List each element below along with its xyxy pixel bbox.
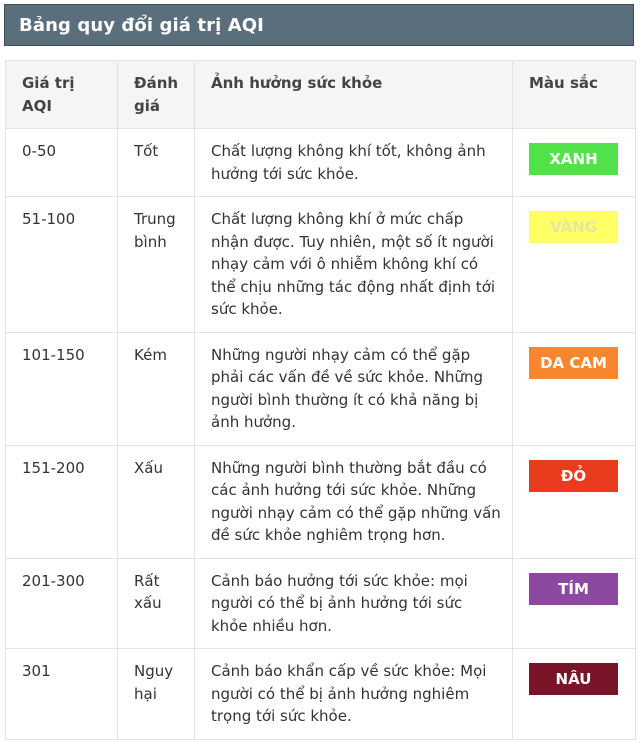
color-badge: ĐỎ — [529, 459, 618, 492]
table-row: 151-200 Xấu Những người bình thường bắt … — [5, 444, 636, 559]
color-cell: ĐỎ — [512, 444, 636, 559]
health-effect: Những người nhạy cảm có thể gặp phải các… — [194, 331, 513, 446]
table-row: 101-150 Kém Những người nhạy cảm có thể … — [5, 331, 636, 446]
health-effect: Chất lượng không khí ở mức chấp nhận đượ… — [194, 196, 513, 333]
header-rating: Đánh giá — [117, 60, 195, 129]
color-badge: NÂU — [529, 663, 618, 695]
table-header-row: Giá trị AQI Đánh giá Ảnh hưởng sức khỏe … — [5, 60, 636, 129]
color-cell: VÀNG — [512, 196, 636, 333]
table-row: 201-300 Rất xấu Cảnh báo hưởng tới sức k… — [5, 557, 636, 649]
aqi-range: 151-200 — [5, 444, 118, 559]
aqi-rating: Trung bình — [117, 196, 195, 333]
page-title: Bảng quy đổi giá trị AQI — [19, 14, 264, 36]
aqi-table: Giá trị AQI Đánh giá Ảnh hưởng sức khỏe … — [5, 60, 636, 740]
aqi-range: 201-300 — [5, 557, 118, 649]
color-badge: VÀNG — [529, 211, 618, 243]
aqi-rating: Rất xấu — [117, 557, 195, 649]
aqi-rating: Nguy hại — [117, 648, 195, 740]
health-effect: Chất lượng không khí tốt, không ảnh hưởn… — [194, 128, 513, 197]
color-cell: XANH — [512, 128, 636, 197]
color-cell: DA CAM — [512, 331, 636, 446]
aqi-range: 51-100 — [5, 196, 118, 333]
table-row: 0-50 Tốt Chất lượng không khí tốt, không… — [5, 128, 636, 197]
color-cell: TÍM — [512, 557, 636, 649]
color-badge: DA CAM — [529, 346, 618, 379]
header-color: Màu sắc — [512, 60, 636, 129]
aqi-range: 101-150 — [5, 331, 118, 446]
aqi-range: 301 — [5, 648, 118, 740]
health-effect: Cảnh báo hưởng tới sức khỏe: mọi người c… — [194, 557, 513, 649]
health-effect: Cảnh báo khẩn cấp về sức khỏe: Mọi người… — [194, 648, 513, 740]
color-badge: TÍM — [529, 572, 618, 605]
color-cell: NÂU — [512, 648, 636, 740]
table-row: 51-100 Trung bình Chất lượng không khí ở… — [5, 196, 636, 333]
aqi-range: 0-50 — [5, 128, 118, 197]
page-title-bar: Bảng quy đổi giá trị AQI — [4, 4, 634, 46]
header-health-effect: Ảnh hưởng sức khỏe — [194, 60, 513, 129]
aqi-rating: Tốt — [117, 128, 195, 197]
health-effect: Những người bình thường bắt đầu có các ả… — [194, 444, 513, 559]
header-aqi-value: Giá trị AQI — [5, 60, 118, 129]
aqi-rating: Kém — [117, 331, 195, 446]
color-badge: XANH — [529, 143, 618, 175]
table-row: 301 Nguy hại Cảnh báo khẩn cấp về sức kh… — [5, 648, 636, 740]
aqi-rating: Xấu — [117, 444, 195, 559]
